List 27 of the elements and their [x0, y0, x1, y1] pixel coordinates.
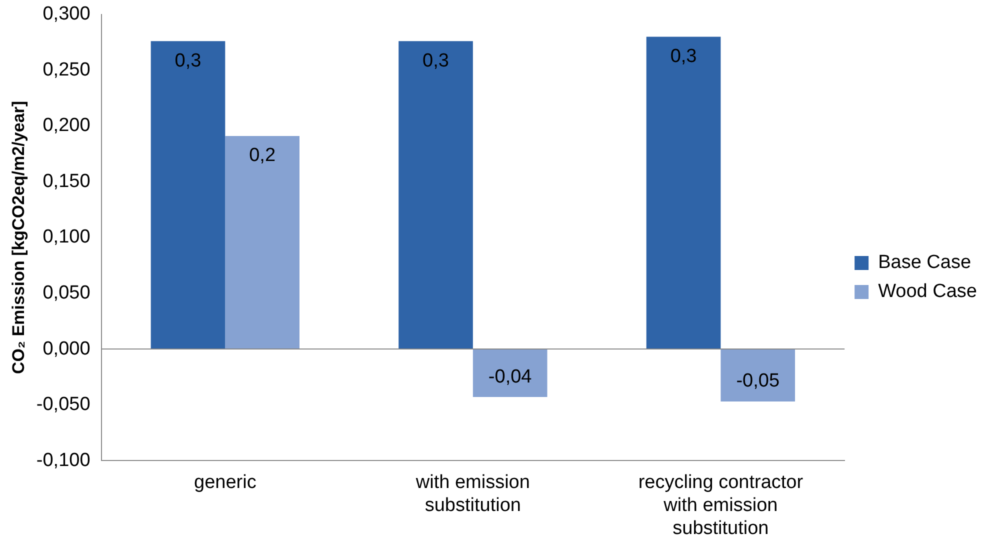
y-tick-label: 0,000 — [42, 338, 90, 360]
x-tick-label: generic — [194, 472, 256, 494]
y-tick-label: 0,300 — [42, 4, 90, 25]
y-tick-label: -0,050 — [36, 394, 90, 416]
y-axis-title: CO₂ Emission [kgCO2eq/m2/year] — [8, 100, 28, 374]
data-label: -0,04 — [488, 366, 532, 388]
y-tick-label: 0,250 — [42, 59, 90, 80]
bar — [646, 36, 721, 350]
bar — [225, 136, 300, 350]
y-tick-label: 0,150 — [42, 170, 90, 192]
bar — [398, 41, 473, 350]
data-label: -0,05 — [736, 370, 780, 392]
bar — [150, 41, 226, 350]
bar — [472, 349, 548, 398]
y-tick-label: 0,200 — [42, 115, 90, 136]
data-label: 0,3 — [174, 50, 202, 72]
legend-label: Base Case — [878, 252, 972, 274]
data-label: 0,2 — [249, 145, 276, 166]
x-tick-label: with emission substitution — [414, 472, 530, 516]
bar — [720, 349, 796, 402]
x-tick-label: recycling contractor with emission substitution — [638, 472, 804, 539]
legend-label: Wood Case — [878, 281, 978, 302]
y-tick-label: 0,100 — [42, 226, 90, 248]
data-label: 0,3 — [422, 50, 449, 72]
data-label: 0,3 — [670, 46, 697, 67]
y-tick-label: -0,100 — [36, 450, 90, 471]
y-tick-label: 0,050 — [42, 282, 90, 304]
